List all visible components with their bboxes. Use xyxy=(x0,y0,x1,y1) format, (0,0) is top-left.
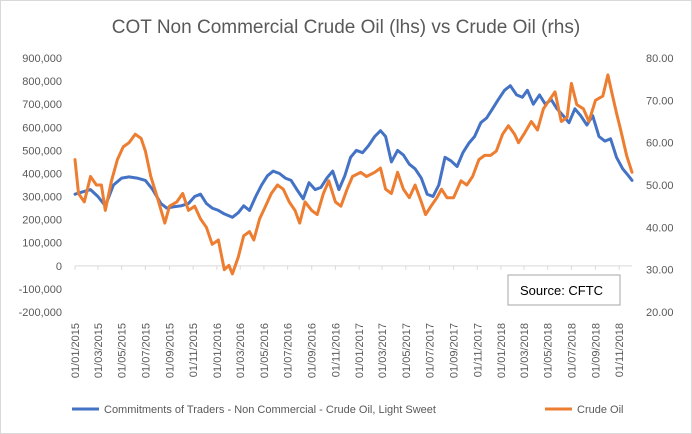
left-axis-tick-label: 400,000 xyxy=(22,168,62,180)
right-axis-tick-labels: 20.00 30.00 40.00 50.00 60.00 70.00 80.00 xyxy=(646,53,674,319)
x-axis-tick-label: 01/01/2016 xyxy=(212,323,224,378)
series-lines xyxy=(73,73,634,276)
left-axis-tick-label: 600,000 xyxy=(22,122,62,134)
x-axis-tick-label: 01/01/2018 xyxy=(496,323,508,378)
x-axis: 01/01/2015 01/03/2015 01/05/2015 01/07/2015… xyxy=(70,265,632,378)
left-axis-tick-label: 800,000 xyxy=(22,76,62,88)
x-axis-tick-label: 01/03/2015 xyxy=(93,323,105,378)
x-axis-tick-label: 01/03/2017 xyxy=(377,323,389,378)
x-axis-tick-label: 01/11/2018 xyxy=(614,323,626,377)
left-axis-tick-label: 700,000 xyxy=(22,99,62,111)
x-axis-tick-label: 01/05/2017 xyxy=(401,323,413,378)
x-axis-tick-label: 01/01/2017 xyxy=(354,323,366,378)
x-axis-tick-label: 01/11/2017 xyxy=(472,323,484,377)
x-axis-tick-label: 01/09/2015 xyxy=(164,323,176,378)
x-axis-tick-label: 01/07/2015 xyxy=(140,323,152,378)
left-axis-tick-labels: -200,000 -100,000 0 100,000 200,000 300,000 40… xyxy=(19,53,62,319)
chart-title: COT Non Commercial Crude Oil (lhs) vs Cr… xyxy=(112,17,580,38)
x-axis-tick-label: 01/05/2018 xyxy=(543,323,555,378)
x-axis-tick-label: 01/07/2016 xyxy=(283,323,295,378)
right-axis-tick-label: 80.00 xyxy=(646,53,674,65)
left-axis-tick-label: 100,000 xyxy=(22,238,62,250)
x-axis-tick-label: 01/09/2018 xyxy=(590,323,602,378)
source-text: Source: CFTC xyxy=(520,283,603,298)
legend-label: Commitments of Traders - Non Commercial … xyxy=(104,404,436,416)
x-axis-tick-label: 01/07/2018 xyxy=(566,323,578,378)
right-axis-tick-label: 40.00 xyxy=(646,222,674,234)
x-axis-tick-label: 01/09/2017 xyxy=(449,323,461,378)
series-line-crude-oil xyxy=(73,73,634,276)
source-annotation: Source: CFTC xyxy=(507,274,621,306)
x-axis-tick-label: 01/07/2017 xyxy=(424,323,436,378)
x-axis-tick-label: 01/09/2016 xyxy=(307,323,319,378)
right-axis-tick-label: 60.00 xyxy=(646,138,674,150)
x-axis-tick-label: 01/03/2016 xyxy=(235,323,247,378)
left-axis-tick-label: 900,000 xyxy=(22,53,62,65)
left-axis-tick-label: 0 xyxy=(56,261,62,273)
x-axis-tick-label: 01/05/2015 xyxy=(117,323,129,378)
x-axis-tick-label: 01/11/2016 xyxy=(330,323,342,377)
right-axis-tick-label: 50.00 xyxy=(646,180,674,192)
right-axis-tick-label: 70.00 xyxy=(646,95,674,107)
left-axis-tick-label: 200,000 xyxy=(22,215,62,227)
x-axis-tick-label: 01/05/2016 xyxy=(259,323,271,378)
right-axis-tick-label: 20.00 xyxy=(646,307,674,319)
left-axis-tick-label: 300,000 xyxy=(22,192,62,204)
x-axis-tick-label: 01/01/2015 xyxy=(70,323,82,378)
x-axis-tick-label: 01/03/2018 xyxy=(519,323,531,378)
right-axis-tick-label: 30.00 xyxy=(646,265,674,277)
legend: Commitments of Traders - Non Commercial … xyxy=(72,404,623,416)
source-box xyxy=(507,274,621,306)
left-axis-tick-label: -100,000 xyxy=(19,284,62,296)
legend-label: Crude Oil xyxy=(577,404,623,416)
x-axis-tick-label: 01/11/2015 xyxy=(188,323,200,377)
left-axis-tick-label: -200,000 xyxy=(19,307,62,319)
left-axis-tick-label: 500,000 xyxy=(22,145,62,157)
